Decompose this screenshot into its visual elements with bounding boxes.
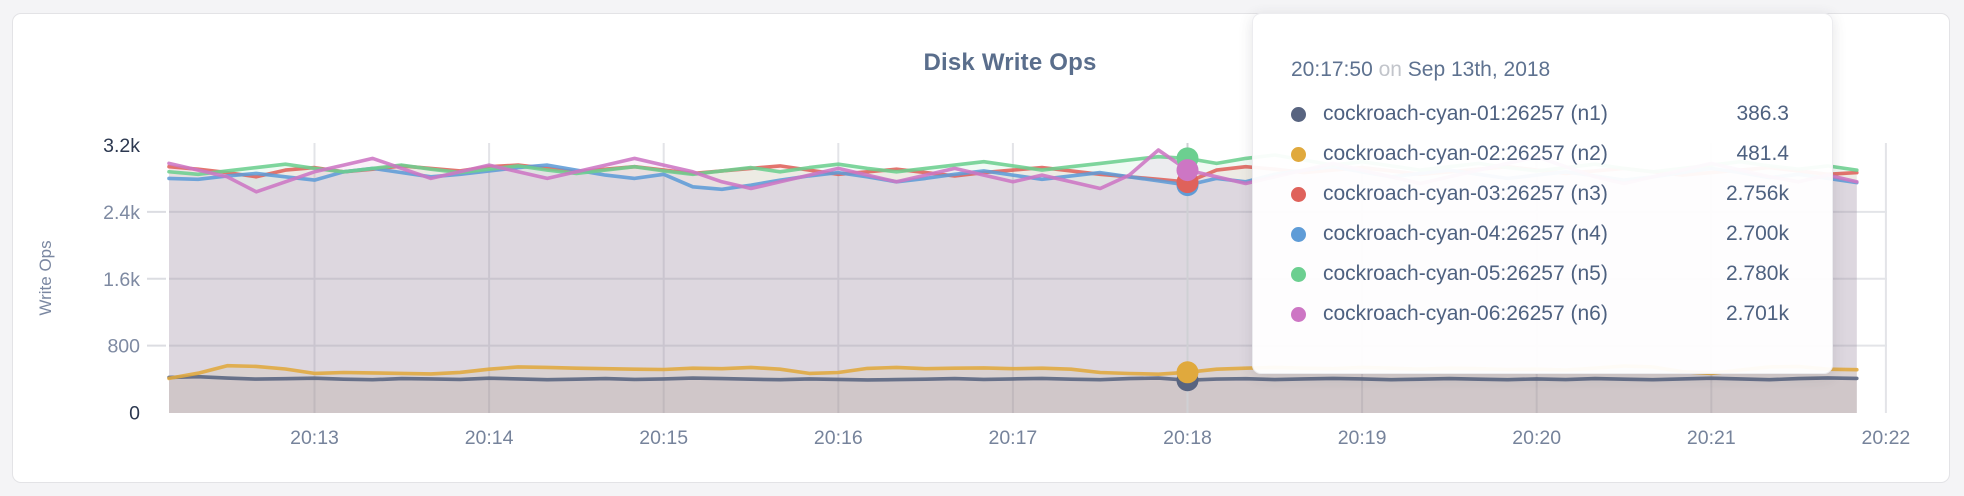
series-color-dot-icon — [1291, 186, 1306, 202]
tooltip-date: Sep 13th, 2018 — [1407, 58, 1551, 81]
series-name: cockroach-cyan-06:26257 (n6) — [1323, 302, 1608, 325]
series-color-dot-icon — [1291, 266, 1306, 282]
series-name: cockroach-cyan-04:26257 (n4) — [1323, 222, 1608, 245]
series-value: 386.3 — [1736, 102, 1789, 125]
y-tick-label: 1.6k — [103, 269, 140, 291]
tooltip-on-word: on — [1372, 58, 1408, 81]
series-value: 2.756k — [1725, 182, 1789, 205]
x-tick-label: 20:18 — [1163, 427, 1212, 449]
tooltip-series-row: cockroach-cyan-06:26257 (n6) 2.701k — [1291, 302, 1789, 325]
series-name: cockroach-cyan-03:26257 (n3) — [1323, 182, 1608, 205]
series-color-dot-icon — [1291, 226, 1306, 242]
hover-point-dot — [1176, 361, 1199, 384]
hover-point-dot — [1176, 159, 1199, 182]
series-color-dot-icon — [1291, 146, 1306, 162]
x-tick-label: 20:13 — [290, 427, 339, 449]
chart-title: Disk Write Ops — [923, 49, 1097, 76]
series-value: 481.4 — [1736, 142, 1789, 165]
tooltip-rows: cockroach-cyan-01:26257 (n1) 386.3 cockroa… — [1291, 102, 1789, 325]
chart-tooltip: 20:17:50 on Sep 13th, 2018 cockroach-cya… — [1252, 13, 1833, 374]
series-name: cockroach-cyan-02:26257 (n2) — [1323, 142, 1608, 165]
y-tick-label: 0 — [129, 403, 140, 425]
y-tick-label: 800 — [107, 336, 140, 358]
y-tick-label: 3.2k — [103, 135, 140, 157]
tooltip-time: 20:17:50 — [1291, 58, 1373, 81]
x-tick-label: 20:21 — [1687, 427, 1736, 449]
series-name: cockroach-cyan-05:26257 (n5) — [1323, 262, 1608, 285]
tooltip-series-row: cockroach-cyan-01:26257 (n1) 386.3 — [1291, 102, 1789, 125]
series-name: cockroach-cyan-01:26257 (n1) — [1323, 102, 1608, 125]
x-tick-label: 20:19 — [1338, 427, 1387, 449]
series-value: 2.701k — [1725, 302, 1789, 325]
series-value: 2.700k — [1725, 222, 1789, 245]
tooltip-series-row: cockroach-cyan-04:26257 (n4) 2.700k — [1291, 222, 1789, 245]
tooltip-series-row: cockroach-cyan-02:26257 (n2) 481.4 — [1291, 142, 1789, 165]
series-line — [167, 374, 1859, 382]
y-tick-label: 2.4k — [103, 202, 140, 224]
series-color-dot-icon — [1291, 306, 1306, 322]
tooltip-series-row: cockroach-cyan-05:26257 (n5) 2.780k — [1291, 262, 1789, 285]
series-area — [169, 376, 1857, 413]
x-tick-label: 20:16 — [814, 427, 863, 449]
tooltip-series-row: cockroach-cyan-03:26257 (n3) 2.756k — [1291, 182, 1789, 205]
x-tick-label: 20:14 — [465, 427, 514, 449]
series-value: 2.780k — [1725, 262, 1789, 285]
tooltip-header: 20:17:50 on Sep 13th, 2018 — [1291, 58, 1789, 82]
hover-dots — [1176, 147, 1199, 392]
axis-labels: 0 800 1.6k 2.4k 3.2k 20:13 20:14 20:15 20:16 20:1… — [103, 135, 1910, 449]
x-tick-label: 20:22 — [1861, 427, 1910, 449]
x-tick-label: 20:15 — [639, 427, 688, 449]
x-tick-label: 20:17 — [988, 427, 1037, 449]
x-tick-label: 20:20 — [1512, 427, 1561, 449]
series-color-dot-icon — [1291, 106, 1306, 122]
